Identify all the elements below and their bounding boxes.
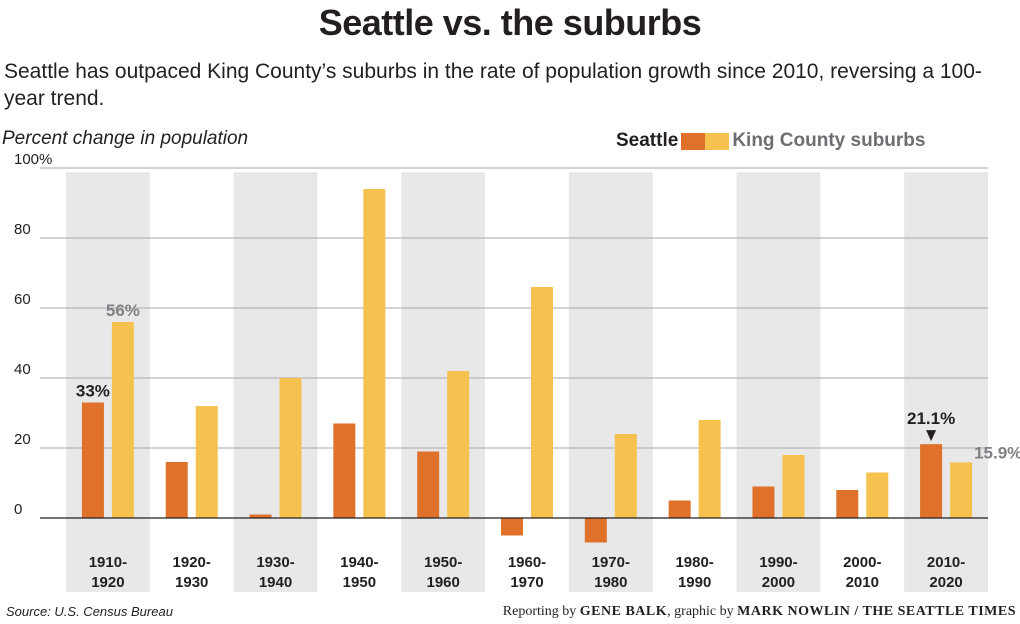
x-tick-label: 1960-1970 (508, 554, 546, 591)
bar-seattle (333, 423, 356, 518)
bar-suburbs (698, 420, 721, 518)
column-band (66, 172, 150, 592)
x-tick-label: 1990-2000 (759, 554, 797, 591)
x-tick-label: 1930-1940 (256, 554, 294, 591)
bar-suburbs (363, 189, 386, 518)
x-tick-label: 1940-1950 (340, 554, 378, 591)
bar-seattle (81, 402, 104, 518)
y-tick-label: 20 (14, 431, 31, 448)
bar-seattle (165, 462, 188, 518)
x-tick-label: 2000-2010 (843, 554, 881, 591)
data-label: 15.9% (974, 443, 1020, 462)
bar-seattle (752, 486, 775, 518)
bar-suburbs (614, 434, 637, 518)
x-tick-label: 1910-1920 (89, 554, 127, 591)
x-tick-label: 1950-1960 (424, 554, 462, 591)
credit-line: Reporting by GENE BALK, graphic by MARK … (503, 604, 1016, 620)
bar-seattle (668, 500, 691, 518)
bar-chart: 0 20 40 60 80 100% 1910-1920 1920-1930 1930-1940… (14, 151, 1020, 592)
legend-label-suburbs: King County suburbs (732, 130, 926, 151)
column-band (904, 172, 988, 592)
bar-seattle (920, 444, 943, 518)
x-tick-label: 2010-2020 (927, 554, 965, 591)
credit-pre: Reporting by (502, 604, 580, 619)
column-band (233, 172, 318, 592)
bar-seattle (249, 514, 272, 518)
bar-suburbs (531, 287, 553, 518)
credit-reporter: GENE BALK (579, 604, 668, 619)
bar-suburbs (782, 455, 805, 518)
bar-suburbs (447, 371, 470, 518)
legend-swatch-seattle (681, 132, 706, 150)
bar-suburbs (111, 322, 134, 518)
data-label: 33% (76, 382, 110, 401)
x-tick-label: 1920-1930 (173, 554, 211, 591)
legend-swatch-suburbs (705, 132, 730, 150)
y-axis-label: Percent change in population (2, 128, 249, 149)
annotation-arrow-icon (926, 430, 937, 442)
bar-suburbs (866, 472, 889, 518)
y-tick-label: 60 (14, 291, 31, 308)
credit-artist: MARK NOWLIN (737, 604, 851, 619)
data-label: 56% (106, 301, 140, 320)
bar-seattle (417, 451, 440, 518)
chart-subtitle: Seattle has outpaced King County’s subur… (4, 60, 982, 110)
bar-suburbs (195, 406, 218, 518)
y-tick-label: 40 (14, 361, 31, 378)
y-tick-label: 100% (14, 151, 52, 168)
legend: Seattle King County suburbs (616, 130, 925, 152)
x-tick-label: 1970-1980 (592, 554, 630, 591)
credit-mid: , graphic by (667, 604, 738, 619)
chart-title: Seattle vs. the suburbs (318, 2, 702, 43)
y-tick-label: 0 (14, 501, 22, 518)
bar-seattle (836, 490, 859, 518)
bar-seattle (584, 518, 607, 543)
column-band (401, 172, 486, 592)
x-tick-label: 1980-1990 (675, 554, 713, 591)
column-band (736, 172, 821, 592)
y-tick-label: 80 (14, 221, 31, 238)
bar-seattle (501, 518, 523, 536)
data-label: 21.1% (907, 409, 955, 428)
legend-label-seattle: Seattle (616, 130, 679, 151)
bar-suburbs (950, 462, 973, 518)
credit-post: / THE SEATTLE TIMES (850, 604, 1016, 619)
bar-suburbs (279, 378, 302, 518)
column-band (568, 172, 653, 592)
source-note: Source: U.S. Census Bureau (6, 604, 173, 619)
